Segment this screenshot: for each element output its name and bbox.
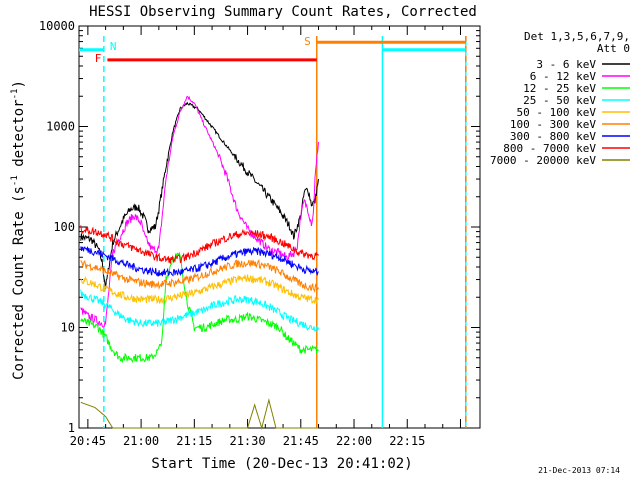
legend-title: Att 0 — [597, 42, 630, 55]
x-tick-label: 21:15 — [176, 434, 212, 448]
annotation-label: N — [110, 40, 117, 53]
y-tick-label: 1 — [68, 421, 75, 435]
series-line — [80, 225, 319, 264]
series-line — [80, 398, 319, 430]
y-axis-label-main: Corrected Count Rate (s — [11, 186, 27, 380]
legend-label: 3 - 6 keV — [536, 58, 596, 71]
y-axis-label-sup2: -1 — [10, 89, 20, 100]
series-line — [80, 251, 319, 364]
x-tick-label: 20:45 — [70, 434, 106, 448]
legend-title: Det 1,3,5,6,7,9, — [524, 30, 630, 43]
legend-label: 25 - 50 keV — [523, 94, 596, 107]
x-tick-label: 22:00 — [336, 434, 372, 448]
x-axis-label: Start Time (20-Dec-13 20:41:02) — [151, 456, 412, 472]
annotation-label: S — [304, 35, 311, 48]
x-tick-label: 21:30 — [229, 434, 265, 448]
y-axis-label-sup1: -1 — [10, 175, 20, 186]
y-tick-label: 1000 — [46, 120, 75, 134]
legend-label: 50 - 100 keV — [517, 106, 597, 119]
series-line — [80, 274, 319, 305]
plot-frame — [78, 25, 481, 429]
footer-timestamp: 21-Dec-2013 07:14 — [538, 466, 620, 475]
series-line — [80, 101, 319, 290]
series-line — [80, 289, 319, 333]
legend-label: 800 - 7000 keV — [503, 142, 596, 155]
y-tick-label: 10000 — [39, 19, 75, 33]
series-line — [80, 259, 319, 294]
legend-label: 6 - 12 keV — [530, 70, 597, 83]
annotation-label: F — [95, 52, 102, 65]
chart-title: HESSI Observing Summary Count Rates, Cor… — [89, 4, 477, 20]
x-tick-label: 21:00 — [123, 434, 159, 448]
legend-label: 100 - 300 keV — [510, 118, 596, 131]
y-axis-label-end: ) — [11, 80, 27, 88]
legend-label: 300 - 800 keV — [510, 130, 596, 143]
y-axis-label: Corrected Count Rate (s-1 detector-1) — [10, 80, 27, 380]
y-axis-label-mid: detector — [11, 99, 27, 175]
x-tick-label: 21:45 — [283, 434, 319, 448]
series-line — [80, 246, 319, 277]
y-tick-label: 100 — [53, 220, 75, 234]
legend-label: 7000 - 20000 keV — [490, 154, 596, 167]
legend-label: 12 - 25 keV — [523, 82, 596, 95]
plot-area: 1 10 100 1000 10000 20:45 21:00 21:15 21:30 21:45… — [39, 19, 481, 448]
series-line — [80, 95, 319, 328]
y-tick-label: 10 — [61, 321, 75, 335]
x-tick-label: 22:15 — [389, 434, 425, 448]
